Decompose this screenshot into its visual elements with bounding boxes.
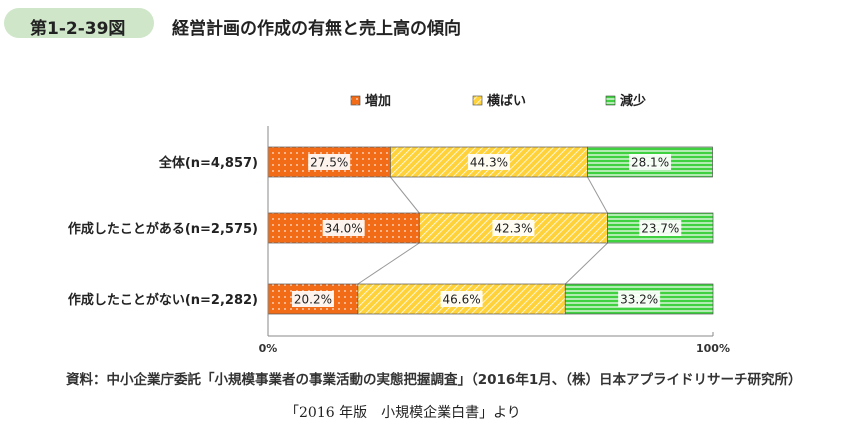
data-label: 46.6%: [443, 293, 481, 307]
data-label: 33.2%: [620, 293, 658, 307]
data-label-background: [291, 291, 334, 307]
bar-group: 27.5% 44.3% 28.1% 34.0% 42.3% 23.7% 20.2% 46.6%…: [267, 146, 714, 315]
data-label: 27.5%: [310, 156, 348, 170]
data-label: 20.2%: [294, 293, 332, 307]
data-label: 42.3%: [494, 222, 532, 236]
legend-label-increase: 増加: [365, 93, 391, 109]
connector-line: [357, 242, 420, 285]
data-label: 28.1%: [631, 156, 669, 170]
category-label: 作成したことがない(n=2,282): [68, 292, 258, 308]
data-label-background: [629, 154, 672, 170]
chart-legend: 増加 横ばい 減少: [350, 93, 646, 109]
figure-number-badge: [4, 8, 154, 38]
connector-lines: [357, 176, 608, 285]
x-tick-label: 100%: [696, 342, 730, 355]
data-label-background: [492, 220, 535, 236]
data-label-background: [467, 154, 510, 170]
figure-title: 経営計画の作成の有無と売上高の傾向: [172, 19, 461, 39]
legend-label-flat: 横ばい: [487, 93, 526, 109]
legend-label-decrease: 減少: [620, 93, 646, 109]
source-note: 資料：中小企業庁委託「小規模事業者の事業活動の実態把握調査」（2016年1月、（…: [66, 372, 802, 388]
connector-line: [389, 176, 420, 214]
data-label-background: [322, 220, 365, 236]
legend-swatch-flat: [472, 95, 483, 106]
connector-line: [564, 242, 608, 285]
data-label: 44.3%: [470, 156, 508, 170]
data-label-background: [440, 291, 483, 307]
legend-swatch-decrease: [605, 95, 616, 106]
citation-note: 「2016 年版 小規模企業白書」より: [285, 405, 521, 421]
category-label: 作成したことがある(n=2,575): [68, 221, 258, 237]
legend-swatch-increase: [350, 95, 361, 106]
data-label-background: [639, 220, 682, 236]
category-label: 全体(n=4,857): [158, 155, 258, 171]
figure-number: 第1-2-39図: [30, 19, 126, 39]
data-label: 23.7%: [641, 222, 679, 236]
x-tick-label: 0%: [259, 342, 278, 355]
data-label-background: [618, 291, 661, 307]
category-labels: 全体(n=4,857) 作成したことがある(n=2,575) 作成したことがない(n…: [68, 155, 258, 308]
x-axis: 0% 100%: [259, 126, 730, 355]
connector-line: [587, 176, 608, 214]
data-label-background: [308, 154, 351, 170]
data-label: 34.0%: [325, 222, 363, 236]
